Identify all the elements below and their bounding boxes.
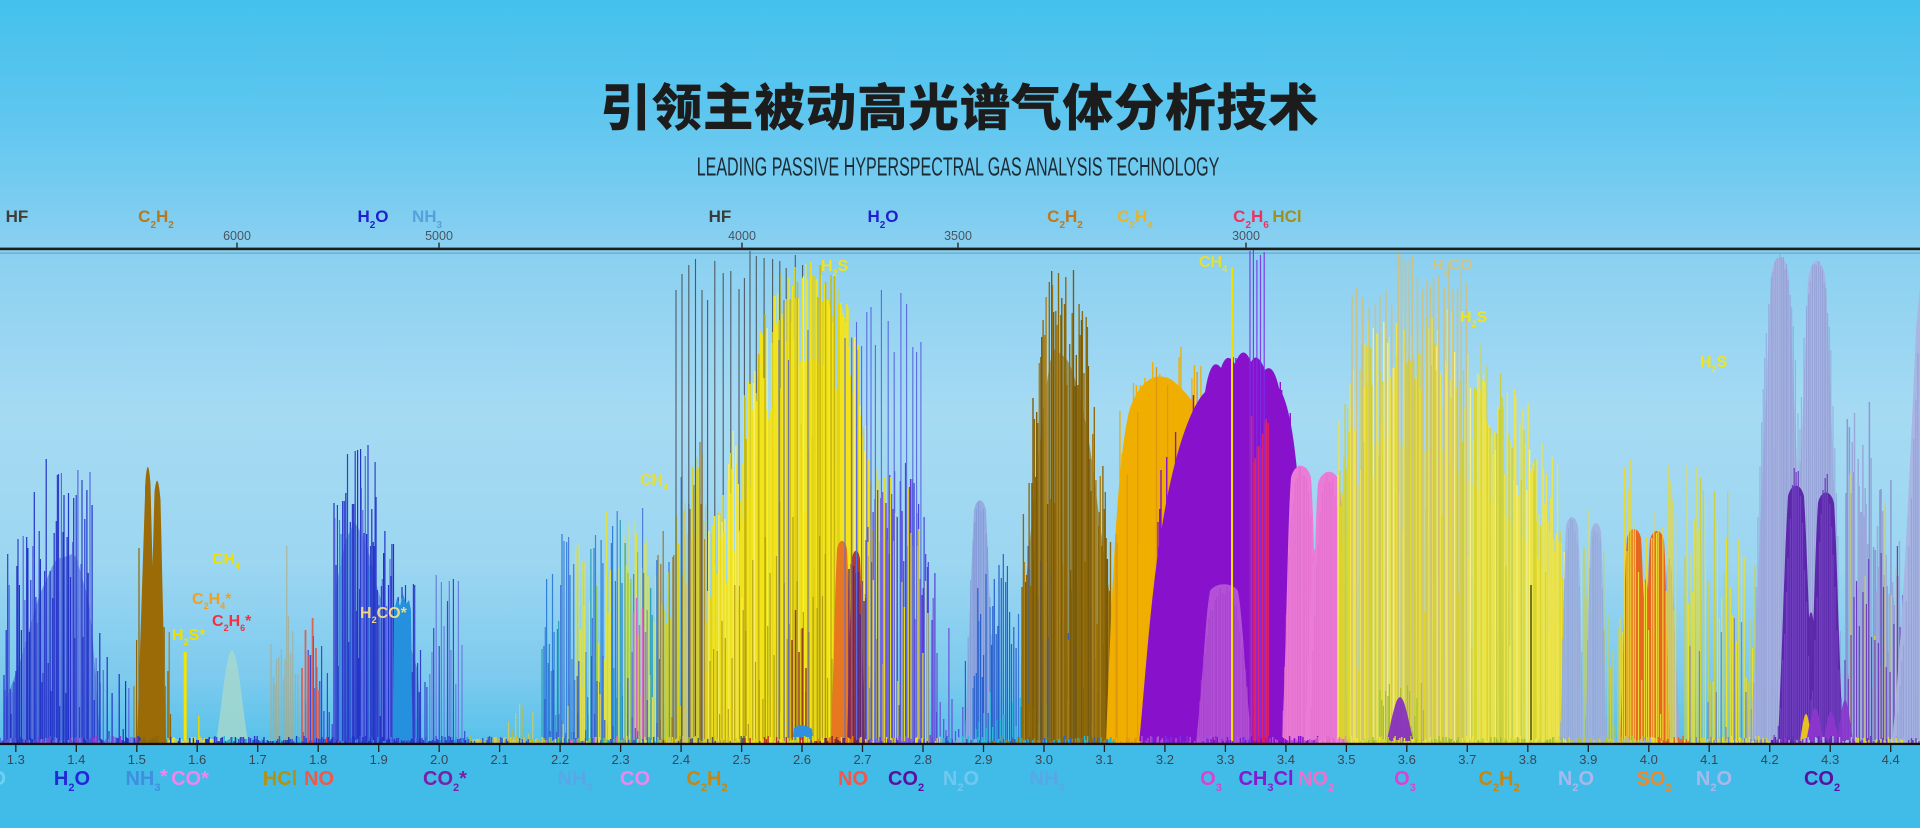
svg-text:C2H2: C2H2 — [138, 207, 174, 231]
svg-text:C2H2: C2H2 — [1478, 768, 1519, 794]
svg-text:NH3: NH3 — [125, 768, 160, 794]
svg-text:1.8: 1.8 — [309, 752, 327, 767]
svg-text:NH3: NH3 — [412, 207, 443, 231]
svg-text:1.5: 1.5 — [128, 752, 146, 767]
svg-text:C2H2: C2H2 — [686, 768, 727, 794]
svg-text:C2H2: C2H2 — [1047, 207, 1083, 231]
svg-text:4.0: 4.0 — [1640, 752, 1658, 767]
svg-text:2.8: 2.8 — [914, 752, 932, 767]
svg-text:2.4: 2.4 — [672, 752, 690, 767]
svg-text:4.2: 4.2 — [1761, 752, 1779, 767]
svg-text:4.4: 4.4 — [1882, 752, 1900, 767]
svg-text:2.1: 2.1 — [491, 752, 509, 767]
svg-text:CO2: CO2 — [888, 768, 924, 794]
svg-text:3.1: 3.1 — [1095, 752, 1113, 767]
svg-text:2.0: 2.0 — [430, 752, 448, 767]
svg-text:2.7: 2.7 — [853, 752, 871, 767]
svg-text:6000: 6000 — [223, 229, 251, 243]
svg-text:H2S: H2S — [821, 258, 849, 278]
svg-text:3000: 3000 — [1232, 229, 1260, 243]
svg-text:H2O: H2O — [867, 207, 898, 231]
svg-text:3.9: 3.9 — [1579, 752, 1597, 767]
svg-text:1.7: 1.7 — [249, 752, 267, 767]
svg-text:SO2: SO2 — [1636, 768, 1671, 794]
svg-text:3500: 3500 — [944, 229, 972, 243]
svg-text:4.1: 4.1 — [1700, 752, 1718, 767]
svg-text:1.4: 1.4 — [67, 752, 85, 767]
svg-text:H2O: H2O — [357, 207, 388, 231]
svg-text:CO2*: CO2* — [423, 768, 467, 794]
svg-text:H2S: H2S — [1460, 309, 1488, 329]
svg-text:3.8: 3.8 — [1519, 752, 1537, 767]
svg-text:H2S: H2S — [1700, 354, 1728, 374]
svg-text:*: * — [160, 766, 168, 788]
svg-text:3.0: 3.0 — [1035, 752, 1053, 767]
svg-text:NH3: NH3 — [1029, 768, 1064, 794]
svg-text:3.3: 3.3 — [1216, 752, 1234, 767]
svg-text:HF: HF — [6, 207, 29, 226]
svg-text:CO: CO — [620, 768, 650, 790]
svg-text:1.3: 1.3 — [7, 752, 25, 767]
svg-text:HCl: HCl — [263, 768, 297, 790]
svg-text:2.5: 2.5 — [733, 752, 751, 767]
svg-text:4.3: 4.3 — [1821, 752, 1839, 767]
svg-text:1.6: 1.6 — [188, 752, 206, 767]
svg-text:O3: O3 — [1200, 768, 1222, 794]
svg-text:C2H4*: C2H4* — [192, 591, 232, 611]
svg-text:CO2: CO2 — [1804, 768, 1840, 794]
svg-text:3.4: 3.4 — [1277, 752, 1295, 767]
svg-text:3.7: 3.7 — [1458, 752, 1476, 767]
svg-text:CH4: CH4 — [640, 472, 668, 492]
svg-text:N2O: N2O — [1558, 768, 1594, 794]
svg-text:O3: O3 — [1394, 768, 1416, 794]
svg-text:CH3Cl: CH3Cl — [1238, 768, 1293, 794]
svg-text:NO2: NO2 — [1298, 768, 1334, 794]
svg-text:LEADING PASSIVE HYPERSPECTRAL: LEADING PASSIVE HYPERSPECTRAL GAS ANALYS… — [697, 151, 1220, 181]
svg-text:2.2: 2.2 — [551, 752, 569, 767]
svg-text:3.5: 3.5 — [1337, 752, 1355, 767]
svg-text:C2H6: C2H6 — [1233, 207, 1269, 231]
svg-text:H2CO: H2CO — [1432, 257, 1473, 277]
svg-text:NH3: NH3 — [557, 768, 592, 794]
svg-text:H2S*: H2S* — [172, 627, 206, 647]
svg-text:N2O: N2O — [1696, 768, 1732, 794]
svg-text:CO*: CO* — [171, 768, 209, 790]
svg-text:1.9: 1.9 — [370, 752, 388, 767]
svg-text:HF: HF — [709, 207, 732, 226]
svg-text:CH4: CH4 — [1199, 254, 1227, 274]
svg-text:NO: NO — [304, 768, 334, 790]
svg-text:C2H6*: C2H6* — [212, 613, 252, 633]
svg-text:3.2: 3.2 — [1156, 752, 1174, 767]
svg-text:2.3: 2.3 — [612, 752, 630, 767]
svg-text:H2O: H2O — [54, 768, 90, 794]
svg-text:HCl: HCl — [1272, 207, 1301, 226]
svg-text:2.6: 2.6 — [793, 752, 811, 767]
svg-text:N2O: N2O — [0, 768, 6, 794]
svg-text:CH4: CH4 — [212, 551, 240, 571]
svg-text:N2O: N2O — [943, 768, 979, 794]
svg-text:C2H4: C2H4 — [1117, 207, 1153, 231]
svg-text:NO: NO — [838, 768, 868, 790]
svg-text:4000: 4000 — [728, 229, 756, 243]
svg-text:3.6: 3.6 — [1398, 752, 1416, 767]
svg-text:2.9: 2.9 — [974, 752, 992, 767]
svg-text:5000: 5000 — [425, 229, 453, 243]
svg-text:H2CO*: H2CO* — [360, 605, 408, 625]
